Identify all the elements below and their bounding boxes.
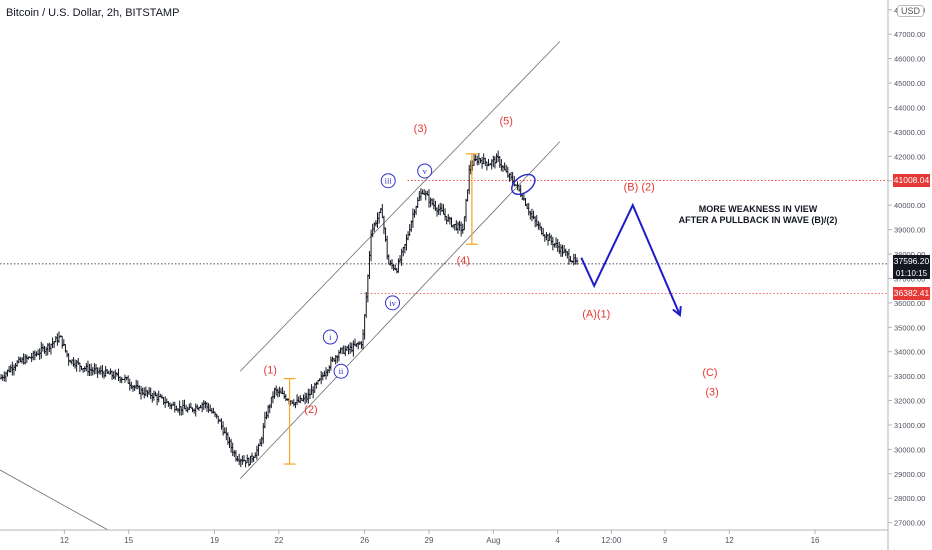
price-tick-label: 35000.00: [894, 323, 925, 332]
price-tick-label: 38000.00: [894, 250, 925, 259]
price-tick-label: 47000.00: [894, 30, 925, 39]
projection-line: [580, 202, 681, 316]
ohlc-bars: [0, 150, 579, 468]
price-tick-label: 34000.00: [894, 348, 925, 357]
time-tick-label: 12:00: [601, 536, 622, 545]
wave-label-primary: (B) (2): [624, 182, 655, 194]
current-price-tag: 37596.20: [893, 255, 930, 269]
wave-label-primary: (C): [702, 367, 717, 379]
price-tick-label: 27000.00: [894, 519, 925, 528]
channel-lower-line: [239, 141, 561, 479]
price-tick-label: 46000.00: [894, 55, 925, 64]
wave-label-circle: [417, 163, 433, 179]
chart-title: Bitcoin / U.S. Dollar, 2h, BITSTAMP: [6, 7, 180, 19]
wave-label-circle: [380, 173, 396, 189]
wave-label-primary: (1): [264, 365, 277, 377]
price-tick-label: 29000.00: [894, 470, 925, 479]
price-tick-label: 44000.00: [894, 103, 925, 112]
price-tick-label: 32000.00: [894, 397, 925, 406]
currency-button[interactable]: USD: [896, 5, 924, 17]
time-tick-label: 4: [555, 536, 560, 545]
price-tick-label: 45000.00: [894, 79, 925, 88]
price-tick-label: 31000.00: [894, 421, 925, 430]
price-tick-label: 39000.00: [894, 226, 925, 235]
resistance-price-tag: 41008.04: [893, 174, 930, 188]
channel-lines: [0, 41, 561, 531]
wave-label-minor: ii: [339, 366, 344, 376]
time-tick-label: 19: [210, 536, 219, 545]
channel-upper-line: [239, 41, 561, 372]
time-axis[interactable]: 12 15 19 22 26 29 Aug 4 12:00 9 12 16: [0, 529, 888, 545]
time-tick-label: 12: [725, 536, 734, 545]
time-tick-label: 16: [811, 536, 820, 545]
wave-label-primary: (4): [457, 255, 470, 267]
wave-labels: (1)(2)(3)(4)(5)(A)(1)(B) (2)(C)(3)iiiiii…: [264, 116, 719, 416]
support-price-tag: 36382.41: [893, 287, 930, 301]
wave-label-primary: (3): [414, 123, 427, 135]
wave-label-circle: [322, 329, 338, 345]
price-tick-label: 28000.00: [894, 494, 925, 503]
bar-countdown: 01:10:15: [893, 268, 930, 280]
wave-label-primary: (A)(1): [582, 309, 610, 321]
wave-label-minor: v: [423, 166, 428, 176]
wave-label-primary: (3): [705, 387, 718, 399]
annotation-line-1: MORE WEAKNESS IN VIEW: [699, 204, 818, 214]
time-tick-label: 9: [663, 536, 668, 545]
projection-path: [511, 173, 682, 317]
downtrend-line: [0, 469, 109, 531]
time-tick-label: 15: [124, 536, 133, 545]
time-tick-label: 12: [60, 536, 69, 545]
price-tick-label: 43000.00: [894, 128, 925, 137]
time-tick-label: 29: [425, 536, 434, 545]
break-ellipse: [511, 173, 536, 196]
price-tick-label: 36000.00: [894, 299, 925, 308]
wave-label-circle: [385, 295, 401, 311]
wave-label-minor: iii: [385, 176, 393, 186]
price-tick-label: 40000.00: [894, 201, 925, 210]
projection-arrowhead: [672, 306, 682, 317]
reference-lines: [0, 180, 888, 294]
wave-label-primary: (5): [499, 116, 512, 128]
time-tick-label: 26: [360, 536, 369, 545]
time-tick-label: 22: [274, 536, 283, 545]
price-tick-label: 42000.00: [894, 152, 925, 161]
fib-ranges: [283, 153, 478, 465]
wave-label-minor: iv: [389, 298, 396, 308]
wave-label-circle: [333, 363, 349, 379]
wave-label-minor: i: [329, 332, 332, 342]
annotation-line-2: AFTER A PULLBACK IN WAVE (B)/(2): [679, 215, 838, 225]
price-tick-label: 33000.00: [894, 372, 925, 381]
time-tick-label: Aug: [486, 536, 500, 545]
price-tick-label: 30000.00: [894, 445, 925, 454]
wave-label-primary: (2): [304, 404, 317, 416]
